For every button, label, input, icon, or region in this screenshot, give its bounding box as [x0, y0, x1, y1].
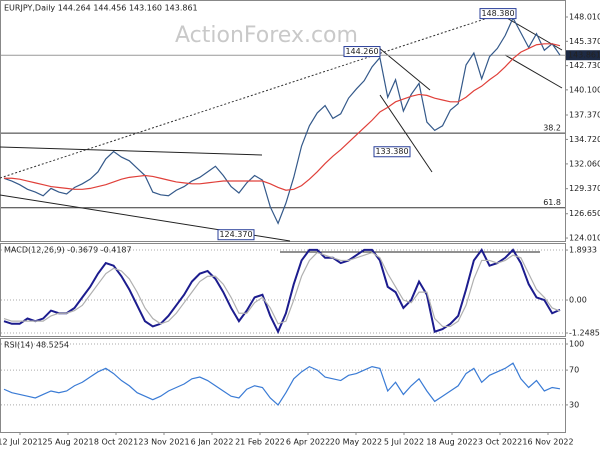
x-tick-label: 6 Jan 2022: [191, 438, 234, 447]
x-tick-label: 3 Oct 2022: [478, 438, 522, 447]
y-tick-label: 1.8933: [569, 246, 597, 255]
annotation-box: [373, 146, 411, 158]
rsi-title: RSI(14) 48.5254: [4, 341, 69, 350]
x-tick-label: 12 Jul 2021: [0, 438, 43, 447]
y-tick-label: 132.060: [569, 159, 600, 168]
x-tick-label: 20 May 2022: [330, 438, 382, 447]
y-tick-label: 70: [569, 366, 579, 375]
y-tick-label: -1.2485: [569, 328, 600, 337]
y-tick-label: 137.370: [569, 111, 600, 120]
last-price-label: 143.861: [568, 51, 600, 60]
level-label: 61.8: [543, 198, 561, 207]
x-tick-label: 25 Aug 2021: [42, 438, 93, 447]
macd-panel: [0, 243, 566, 337]
annotation-label: 144.260: [345, 47, 378, 56]
last-price-box: [566, 50, 600, 61]
y-tick-label: 100: [569, 340, 584, 349]
y-tick-label: 140.100: [569, 85, 600, 94]
y-tick-label: 0.00: [569, 296, 587, 305]
trend-line: [377, 46, 431, 91]
y-tick-label: 126.650: [569, 209, 600, 218]
x-tick-label: 23 Nov 2021: [138, 438, 189, 447]
series-line: [4, 43, 561, 191]
series-line: [3, 251, 561, 328]
y-tick-label: 142.730: [569, 61, 600, 70]
y-tick-label: 30: [569, 400, 579, 409]
annotation-label: 124.370: [219, 230, 252, 239]
level-label: 38.2: [543, 124, 561, 133]
price-panel: [0, 0, 566, 242]
y-tick-label: 129.370: [569, 184, 600, 193]
rsi-panel: [0, 338, 566, 433]
price-title: EURJPY,Daily 144.264 144.456 143.160 143…: [4, 4, 198, 13]
series-line: [3, 16, 561, 225]
trend-line: [504, 54, 563, 89]
x-tick-label: 5 Jul 2022: [384, 438, 424, 447]
annotation-box: [217, 229, 255, 241]
annotation-box: [479, 8, 517, 20]
x-tick-label: 21 Feb 2022: [235, 438, 285, 447]
y-tick-label: 134.720: [569, 135, 600, 144]
x-tick-label: 18 Aug 2022: [426, 438, 477, 447]
x-tick-label: 8 Oct 2021: [94, 438, 138, 447]
watermark: ActionForex.com: [175, 23, 358, 48]
y-tick-label: 148.010: [569, 13, 600, 22]
y-tick-label: 145.370: [569, 37, 600, 46]
x-tick-label: 16 Nov 2022: [522, 438, 573, 447]
annotation-label: 133.380: [375, 147, 408, 156]
trend-line: [0, 146, 263, 156]
y-tick-label: 124.010: [569, 234, 600, 243]
series-line: [3, 362, 561, 406]
annotation-box: [343, 46, 381, 58]
annotation-label: 148.380: [481, 9, 514, 18]
x-tick-label: 6 Apr 2022: [286, 438, 330, 447]
